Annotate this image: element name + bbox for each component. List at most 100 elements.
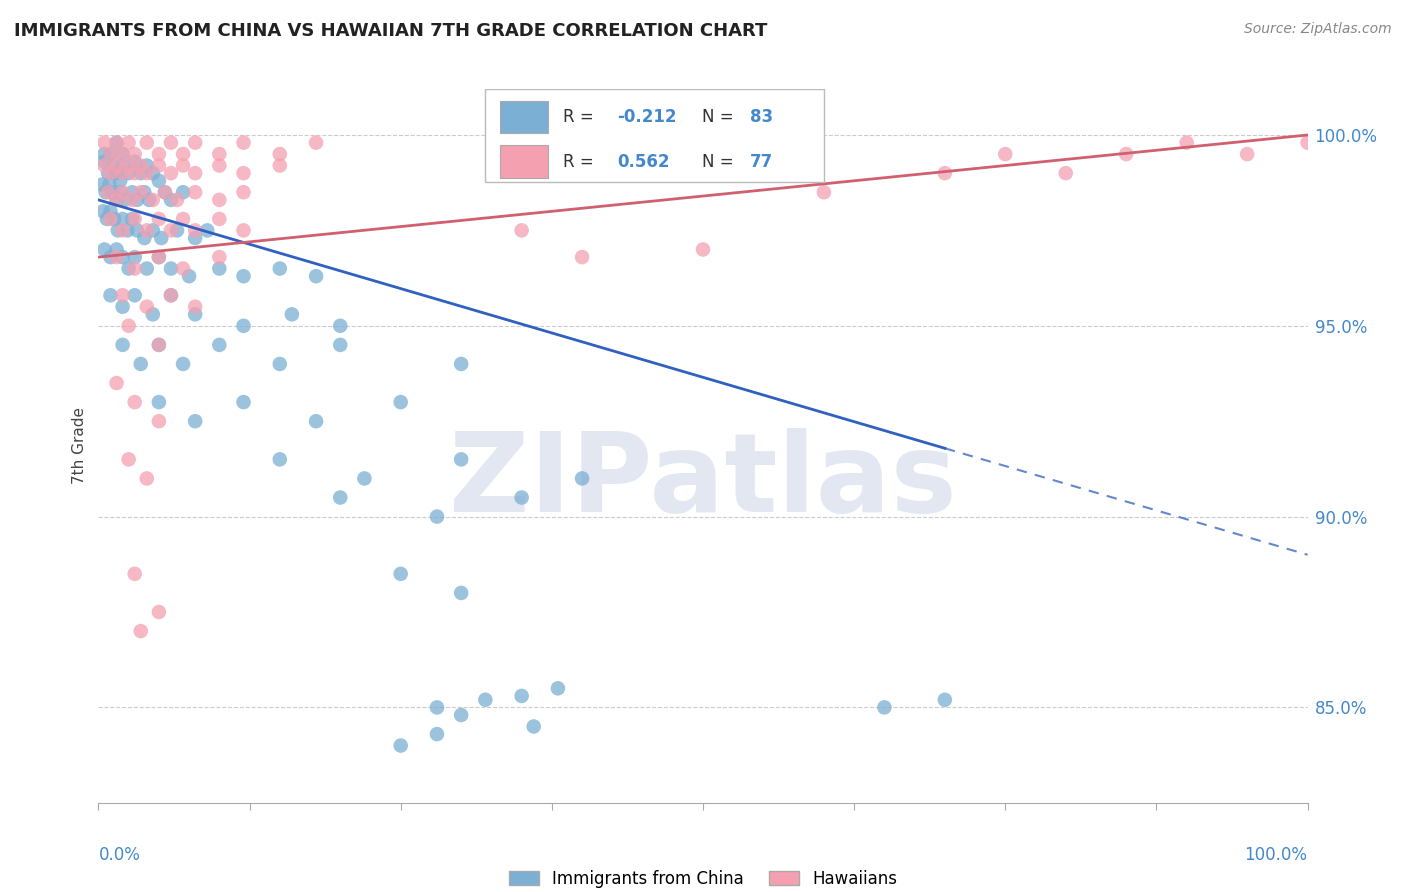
Point	[571, 471, 593, 485]
Point	[121, 193, 143, 207]
Point	[232, 186, 254, 200]
Point	[510, 491, 533, 505]
Point	[94, 186, 117, 200]
Point	[1115, 147, 1137, 161]
Point	[329, 491, 352, 505]
Text: R =: R =	[562, 153, 599, 170]
Point	[269, 357, 291, 371]
Text: N =: N =	[702, 153, 738, 170]
Point	[160, 288, 183, 302]
Point	[135, 223, 157, 237]
Text: -0.212: -0.212	[617, 108, 676, 126]
Point	[172, 261, 194, 276]
Point	[269, 261, 291, 276]
Point	[172, 186, 194, 200]
Point	[93, 154, 115, 169]
Point	[208, 338, 231, 352]
Point	[103, 211, 125, 226]
Point	[166, 193, 188, 207]
Point	[129, 159, 152, 173]
Point	[118, 318, 141, 333]
Text: 83: 83	[751, 108, 773, 126]
Point	[142, 193, 165, 207]
Point	[172, 211, 194, 226]
Point	[118, 159, 141, 173]
Point	[547, 681, 569, 696]
Point	[208, 193, 231, 207]
Text: IMMIGRANTS FROM CHINA VS HAWAIIAN 7TH GRADE CORRELATION CHART: IMMIGRANTS FROM CHINA VS HAWAIIAN 7TH GR…	[14, 22, 768, 40]
Point	[100, 211, 122, 226]
Point	[118, 166, 141, 180]
Point	[329, 318, 352, 333]
Point	[124, 211, 146, 226]
Text: Source: ZipAtlas.com: Source: ZipAtlas.com	[1244, 22, 1392, 37]
Point	[160, 223, 183, 237]
FancyBboxPatch shape	[501, 101, 548, 133]
Point	[97, 186, 120, 200]
Point	[184, 300, 207, 314]
Point	[148, 395, 170, 409]
Point	[389, 739, 412, 753]
Point	[105, 250, 128, 264]
Point	[160, 193, 183, 207]
Point	[118, 136, 141, 150]
Point	[184, 186, 207, 200]
Point	[208, 250, 231, 264]
Point	[450, 586, 472, 600]
Point	[474, 692, 496, 706]
Point	[232, 166, 254, 180]
Point	[134, 186, 156, 200]
Point	[184, 414, 207, 428]
Point	[389, 395, 412, 409]
Point	[934, 166, 956, 180]
Point	[108, 186, 131, 200]
Point	[153, 186, 176, 200]
Point	[160, 166, 183, 180]
Point	[111, 250, 134, 264]
Point	[148, 174, 170, 188]
Point	[111, 338, 134, 352]
Point	[105, 136, 128, 150]
Point	[111, 211, 134, 226]
Point	[127, 193, 149, 207]
Point	[114, 193, 136, 207]
Point	[111, 186, 134, 200]
FancyBboxPatch shape	[485, 89, 824, 182]
Point	[281, 307, 304, 321]
Point	[510, 689, 533, 703]
Point	[100, 147, 122, 161]
Point	[305, 136, 328, 150]
Point	[232, 318, 254, 333]
Point	[148, 147, 170, 161]
Point	[523, 719, 546, 733]
Point	[426, 509, 449, 524]
Point	[124, 154, 146, 169]
Point	[135, 159, 157, 173]
Point	[93, 147, 115, 161]
Point	[111, 288, 134, 302]
Point	[135, 261, 157, 276]
Point	[232, 223, 254, 237]
Point	[142, 307, 165, 321]
FancyBboxPatch shape	[501, 145, 548, 178]
Point	[179, 269, 201, 284]
Point	[450, 708, 472, 723]
Point	[105, 159, 128, 173]
Point	[184, 136, 207, 150]
Point	[105, 193, 128, 207]
Point	[124, 166, 146, 180]
Y-axis label: 7th Grade: 7th Grade	[72, 408, 87, 484]
Point	[100, 166, 122, 180]
Point	[111, 300, 134, 314]
Point	[571, 250, 593, 264]
Point	[813, 186, 835, 200]
Point	[142, 223, 165, 237]
Point	[153, 186, 176, 200]
Text: 77: 77	[751, 153, 773, 170]
Point	[172, 159, 194, 173]
Point	[208, 211, 231, 226]
Point	[96, 211, 118, 226]
Point	[124, 395, 146, 409]
Point	[93, 136, 115, 150]
Point	[105, 243, 128, 257]
